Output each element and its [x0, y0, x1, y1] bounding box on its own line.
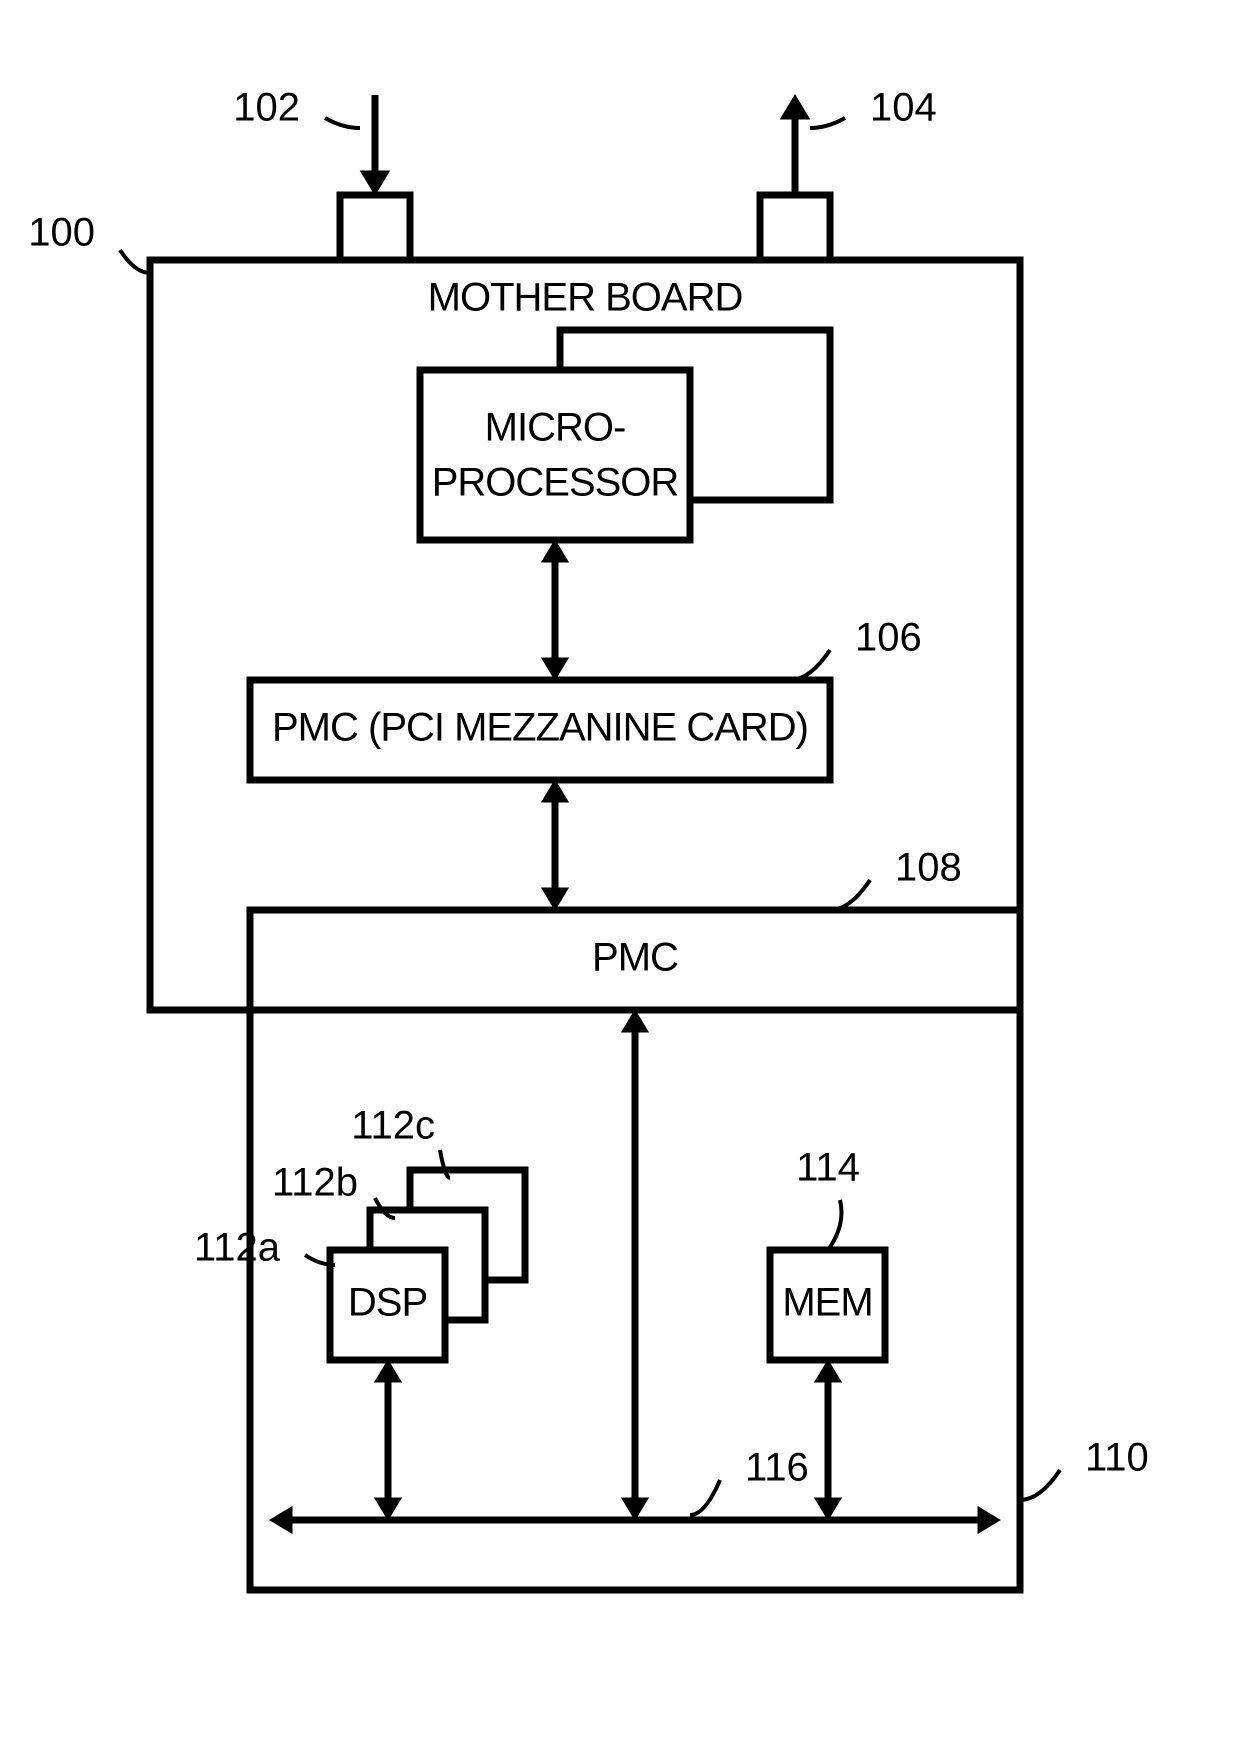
ref-100: 100 [28, 211, 95, 255]
arrowhead [978, 1507, 1000, 1533]
ref-100-leader [120, 250, 150, 273]
arrowhead [781, 95, 810, 119]
arrowhead [270, 1507, 292, 1533]
ref-110-leader [1020, 1470, 1060, 1500]
port-in [340, 195, 410, 260]
ref-102: 102 [233, 86, 300, 130]
microprocessor-label-2: PROCESSOR [432, 461, 679, 505]
ref-104: 104 [870, 86, 937, 130]
ref-110: 110 [1085, 1436, 1149, 1480]
port-out [760, 195, 830, 260]
pmc-108-label-top: PMC [592, 936, 678, 980]
microprocessor-label-1: MICRO- [485, 406, 626, 450]
ref-112a: 112a [194, 1226, 281, 1270]
ref-116-leader [690, 1480, 720, 1515]
ref-104-leader [810, 118, 845, 128]
ref-106: 106 [855, 616, 922, 660]
ref-112b: 112b [272, 1161, 358, 1205]
microprocessor-box [420, 370, 690, 540]
ref-112c: 112c [351, 1104, 435, 1148]
ref-108: 108 [895, 846, 962, 890]
ref-102-leader [325, 118, 360, 128]
ref-114: 114 [796, 1146, 860, 1190]
pmc-106-label: PMC (PCI MEZZANINE CARD) [272, 706, 808, 750]
mem-label: MEM [782, 1281, 872, 1325]
dsp-label: DSP [348, 1281, 427, 1325]
ref-114-leader [828, 1200, 842, 1250]
ref-116: 116 [745, 1446, 809, 1490]
motherboard-label: MOTHER BOARD [428, 276, 743, 320]
arrowhead [361, 171, 390, 195]
